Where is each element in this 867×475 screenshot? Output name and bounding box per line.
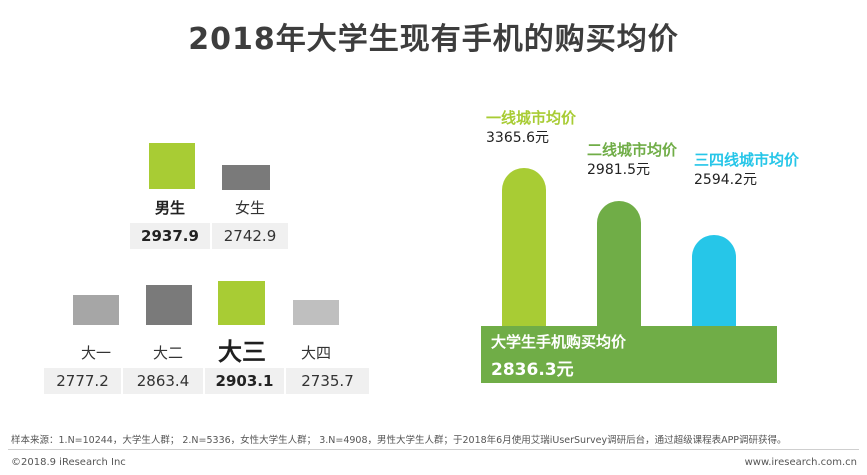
grade-square-junior bbox=[218, 281, 265, 325]
gender-square-male bbox=[149, 143, 195, 189]
gender-value-male: 2937.9 bbox=[130, 223, 210, 249]
average-price-band: 大学生手机购买均价 2836.3元 bbox=[481, 326, 777, 383]
city-value-tier1: 3365.6元 bbox=[486, 130, 549, 146]
average-price-label: 大学生手机购买均价 bbox=[491, 333, 627, 351]
gender-label-female: 女生 bbox=[234, 199, 265, 217]
gender-square-female bbox=[222, 165, 270, 190]
city-bar-tier2 bbox=[597, 201, 641, 326]
average-price-value: 2836.3元 bbox=[491, 360, 574, 380]
copyright-text: ©2018.9 iResearch Inc bbox=[11, 457, 126, 468]
city-label-tier1: 一线城市均价 bbox=[486, 109, 577, 127]
grade-value-freshman: 2777.2 bbox=[44, 368, 121, 394]
grade-label-senior: 大四 bbox=[300, 344, 331, 362]
grade-label-sophomore: 大二 bbox=[152, 344, 183, 362]
city-value-tier3: 2594.2元 bbox=[694, 172, 757, 188]
city-label-tier3: 三四线城市均价 bbox=[694, 151, 800, 169]
grade-value-senior: 2735.7 bbox=[286, 368, 369, 394]
grade-value-junior: 2903.1 bbox=[205, 368, 284, 394]
footer-divider bbox=[8, 449, 859, 450]
grade-label-freshman: 大一 bbox=[80, 344, 111, 362]
city-label-tier2: 二线城市均价 bbox=[587, 141, 678, 159]
city-bar-tier1 bbox=[502, 168, 546, 326]
city-value-tier2: 2981.5元 bbox=[587, 162, 650, 178]
page-title: 2018年大学生现有手机的购买均价 bbox=[188, 22, 679, 57]
gender-value-female: 2742.9 bbox=[212, 223, 288, 249]
gender-label-male: 男生 bbox=[154, 199, 185, 217]
city-bar-tier3 bbox=[692, 235, 736, 326]
grade-square-freshman bbox=[73, 295, 119, 325]
grade-square-senior bbox=[293, 300, 339, 325]
website-link[interactable]: www.iresearch.com.cn bbox=[744, 457, 857, 468]
grade-value-sophomore: 2863.4 bbox=[123, 368, 203, 394]
source-footnote: 样本来源：1.N=10244，大学生人群； 2.N=5336，女性大学生人群； … bbox=[11, 435, 787, 446]
grade-square-sophomore bbox=[146, 285, 192, 325]
grade-label-junior: 大三 bbox=[218, 338, 266, 366]
